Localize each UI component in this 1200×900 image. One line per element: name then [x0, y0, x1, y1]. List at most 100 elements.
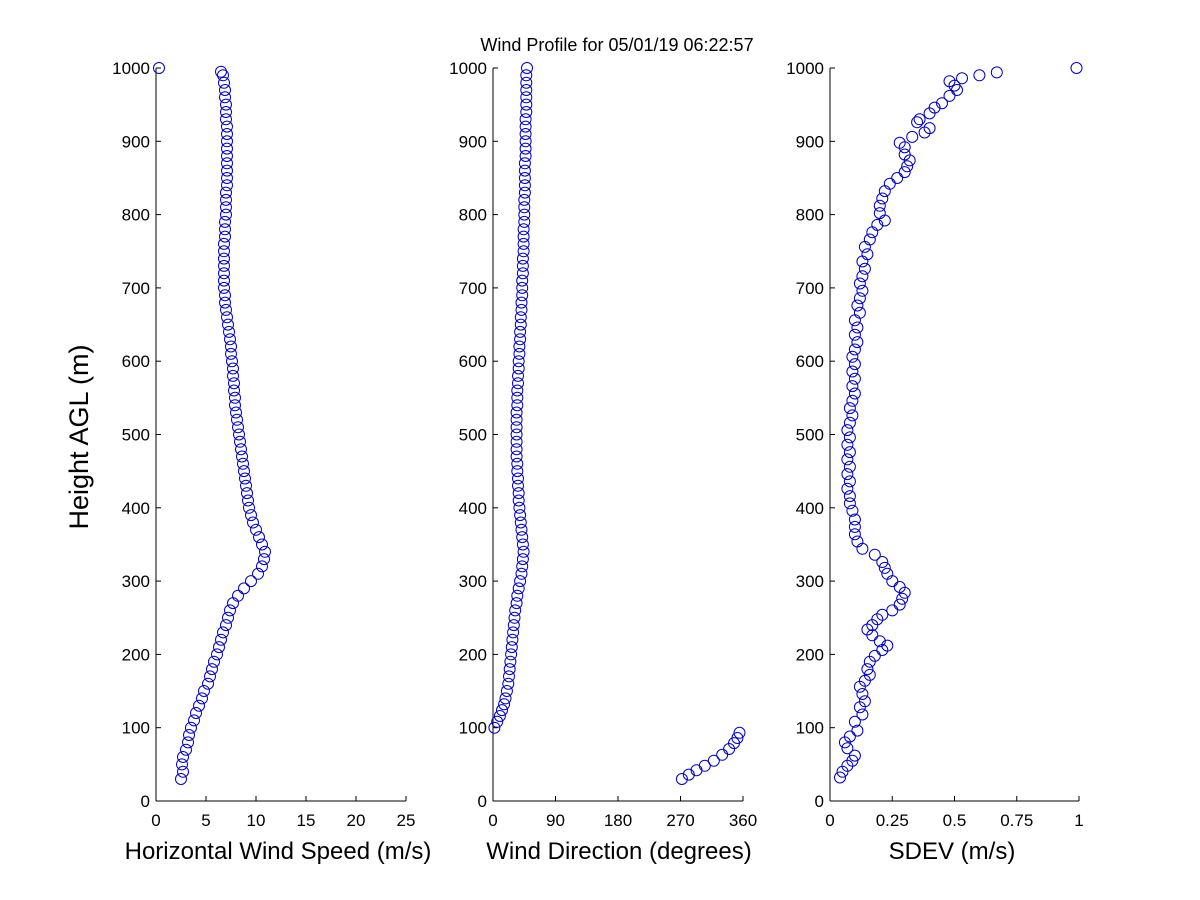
sdev-data-point: [911, 116, 924, 129]
sdev-data-point: [848, 513, 861, 526]
sdev-data-point: [843, 446, 856, 459]
wind-speed-data-point: [224, 333, 236, 346]
wind-direction-data-point: [516, 267, 529, 280]
wind-speed-data-point: [229, 399, 241, 412]
wind-speed-data-point: [224, 604, 236, 617]
wind-speed-data-point: [211, 648, 223, 661]
wind-direction-data-point: [514, 333, 527, 346]
wind-direction-data-point: [510, 597, 523, 610]
wind-speed-data-point: [220, 113, 232, 126]
sdev-data-point: [943, 89, 956, 102]
sdev-data-point: [853, 277, 866, 290]
wind-direction-data-point: [518, 193, 531, 206]
sdev-data-point: [873, 207, 886, 220]
wind-speed-x-tick-label: 5: [201, 811, 210, 830]
sdev-data-point: [843, 490, 856, 503]
sdev-data-point: [851, 724, 864, 737]
wind-direction-data-point: [513, 340, 526, 353]
sdev-data-point: [898, 166, 911, 179]
sdev-data-point: [1070, 62, 1083, 74]
sdev-data-point: [853, 292, 866, 305]
wind-speed-data-point: [177, 765, 189, 778]
sdev-data-point: [876, 608, 889, 621]
wind-speed-data-point: [227, 369, 239, 382]
wind-direction-data-point: [503, 670, 515, 683]
wind-speed-data-point: [221, 179, 233, 192]
wind-direction-data-point: [513, 347, 526, 360]
wind-direction-x-tick-label: 180: [604, 811, 632, 830]
sdev-y-tick-label: 400: [796, 499, 824, 518]
wind-speed-data-point: [238, 465, 250, 478]
wind-direction-data-point: [510, 428, 523, 441]
sdev-data-point: [861, 248, 874, 261]
sdev-x-tick-label: 0.5: [943, 811, 967, 830]
wind-speed-data-point: [245, 509, 257, 522]
wind-direction-y-tick-label: 300: [459, 572, 487, 591]
wind-speed-x-tick-label: 15: [297, 811, 316, 830]
wind-direction-data-point: [517, 545, 530, 558]
wind-speed-data-point: [232, 589, 244, 602]
sdev-data-point: [841, 468, 854, 481]
wind-speed-x-tick-label: 20: [347, 811, 366, 830]
wind-speed-data-point: [252, 567, 264, 580]
y-axis-label: Height AGL (m): [64, 344, 94, 529]
wind-direction-data-point: [675, 773, 688, 785]
wind-direction-data-point: [511, 589, 524, 602]
sdev-x-tick-label: 0.25: [876, 811, 909, 830]
sdev-data-point: [893, 581, 906, 593]
wind-direction-data-point: [516, 259, 529, 272]
wind-direction-data-point: [698, 759, 711, 772]
wind-speed-data-point: [256, 538, 268, 551]
wind-speed-data-point: [231, 413, 243, 426]
wind-speed-data-point: [223, 325, 235, 338]
wind-speed-y-tick-label: 0: [141, 792, 150, 811]
wind-speed-data-point: [220, 106, 232, 118]
wind-speed-data-point: [220, 193, 232, 206]
sdev-data-point: [873, 635, 886, 648]
wind-speed-data-point: [219, 223, 231, 236]
sdev-data-point: [881, 567, 894, 580]
wind-direction-axes: 0 100 200 300 400 500 600 700 800 900 1000 0 90 180 27…: [449, 59, 757, 830]
sdev-data-point: [846, 394, 859, 407]
wind-direction-data-point: [506, 633, 519, 646]
wind-direction-y-tick-label: 700: [459, 279, 487, 298]
wind-speed-x-tick-label: 0: [151, 811, 160, 830]
wind-direction-data-point: [515, 296, 528, 309]
sdev-data-point: [861, 663, 874, 676]
wind-speed-data-point: [235, 443, 247, 456]
wind-speed-y-tick-label: 200: [122, 645, 150, 664]
wind-direction-data-point: [493, 710, 506, 722]
sdev-data-point: [886, 604, 899, 617]
wind-direction-data-point: [510, 413, 523, 426]
wind-direction-data-point: [731, 732, 744, 744]
wind-direction-data-point: [499, 692, 512, 705]
wind-direction-data-point: [507, 619, 520, 632]
wind-direction-data-point: [518, 179, 531, 192]
sdev-data-point: [856, 708, 869, 721]
wind-speed-data-point: [220, 186, 232, 199]
wind-direction-data-point: [521, 62, 533, 74]
sdev-y-tick-label: 300: [796, 572, 824, 591]
wind-direction-data-point: [512, 377, 524, 390]
wind-speed-y-tick-label: 100: [122, 719, 150, 738]
wind-speed-data-point: [220, 303, 232, 316]
wind-direction-data-point: [500, 685, 513, 697]
sdev-data-point: [856, 688, 869, 700]
wind-speed-data-point: [227, 362, 239, 375]
wind-direction-data-point: [519, 150, 532, 162]
wind-speed-data-point: [218, 76, 230, 89]
wind-direction-data-point: [512, 494, 525, 507]
sdev-data-point: [928, 101, 941, 114]
wind-speed-data-point: [218, 274, 230, 287]
wind-direction-data-point: [733, 726, 746, 739]
sdev-data-point: [848, 372, 861, 385]
wind-direction-data-point: [517, 237, 530, 250]
wind-direction-data-point: [520, 84, 533, 96]
sdev-data-point: [843, 416, 856, 429]
wind-speed-data-point: [208, 655, 220, 668]
sdev-data-point: [868, 649, 881, 662]
sdev-y-tick-label: 200: [796, 645, 824, 664]
sdev-data-point: [990, 66, 1003, 79]
sdev-data-point: [893, 136, 906, 149]
